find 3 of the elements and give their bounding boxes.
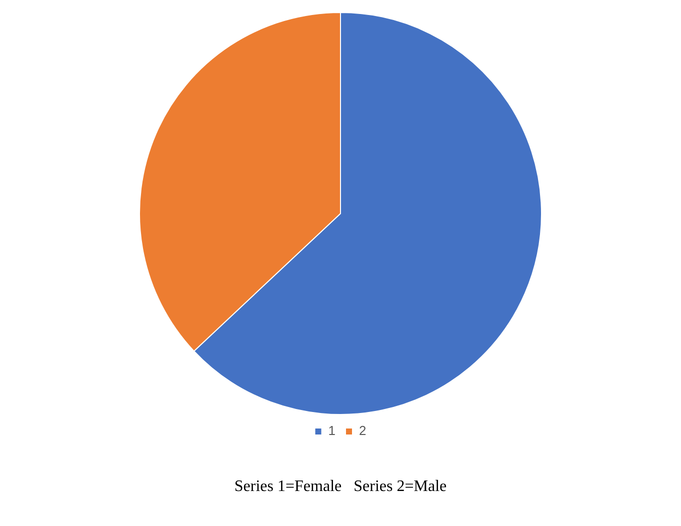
text: Series 1=Female Series 2=Male xyxy=(233,478,448,496)
legend-label: 2 xyxy=(359,423,366,438)
legend-label: 1 xyxy=(328,423,336,438)
